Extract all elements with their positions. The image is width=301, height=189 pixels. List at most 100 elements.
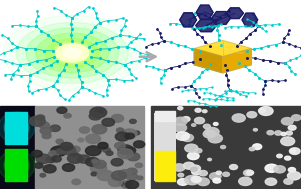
Bar [150,106,301,189]
Bar [5,149,27,181]
Circle shape [203,130,216,138]
Circle shape [182,117,190,122]
Ellipse shape [46,39,99,67]
Circle shape [86,134,101,143]
Circle shape [286,131,292,135]
Circle shape [182,134,194,142]
Ellipse shape [4,155,29,176]
Circle shape [130,119,136,123]
Ellipse shape [9,121,24,134]
Circle shape [188,152,199,160]
Circle shape [95,109,104,114]
Ellipse shape [26,28,119,78]
Circle shape [137,176,143,180]
Circle shape [244,170,253,176]
Circle shape [85,158,99,166]
Circle shape [246,170,254,175]
Polygon shape [180,13,197,27]
Circle shape [287,172,301,180]
Circle shape [178,173,184,177]
Circle shape [36,115,45,120]
Ellipse shape [59,46,85,60]
Circle shape [191,176,201,182]
Circle shape [119,182,124,185]
Circle shape [106,151,113,155]
Circle shape [192,177,199,181]
Circle shape [191,167,197,171]
Ellipse shape [9,159,24,172]
Circle shape [115,142,125,149]
Circle shape [91,172,97,176]
Circle shape [62,164,75,171]
Circle shape [176,132,189,140]
Circle shape [126,180,139,189]
Circle shape [290,149,296,153]
Circle shape [253,129,257,131]
Circle shape [102,118,115,126]
Circle shape [108,178,122,187]
Circle shape [119,170,132,178]
Circle shape [274,166,285,173]
Circle shape [195,108,201,112]
Circle shape [29,116,45,126]
Circle shape [134,141,145,148]
Bar [5,112,27,144]
Circle shape [288,125,296,130]
Circle shape [174,117,187,125]
Circle shape [77,155,90,163]
Circle shape [230,165,237,170]
Circle shape [118,145,133,154]
Circle shape [93,160,106,168]
Circle shape [281,118,293,125]
Circle shape [281,132,286,136]
Bar [154,113,176,181]
Circle shape [40,127,51,134]
Circle shape [253,144,262,149]
Circle shape [42,133,51,139]
Circle shape [70,146,80,152]
Polygon shape [212,12,231,24]
Circle shape [85,146,101,156]
Circle shape [199,170,207,176]
Circle shape [185,144,198,152]
Polygon shape [242,13,258,27]
Circle shape [92,159,98,163]
Circle shape [223,172,229,176]
Circle shape [97,170,113,181]
Circle shape [51,146,67,156]
Circle shape [265,178,277,185]
Circle shape [32,150,42,157]
Circle shape [89,112,101,120]
Circle shape [205,127,219,136]
Circle shape [50,125,60,132]
Circle shape [173,164,185,171]
Circle shape [216,171,222,174]
Circle shape [178,179,188,185]
Ellipse shape [4,117,29,138]
Circle shape [62,146,76,155]
Circle shape [98,142,108,149]
Circle shape [265,164,278,172]
Circle shape [134,131,140,135]
Circle shape [125,147,136,154]
Circle shape [213,178,221,183]
Circle shape [259,107,273,115]
Circle shape [72,179,81,185]
Ellipse shape [63,48,81,58]
Ellipse shape [0,112,35,143]
Circle shape [284,156,291,160]
Circle shape [284,179,293,184]
Circle shape [111,171,126,180]
Circle shape [126,173,138,180]
Circle shape [34,163,43,168]
Circle shape [56,139,64,144]
Circle shape [259,108,265,113]
Circle shape [116,128,124,132]
Bar [155,151,175,181]
Circle shape [125,133,134,139]
Circle shape [90,163,107,174]
Circle shape [292,115,301,121]
Circle shape [249,147,255,151]
Polygon shape [223,49,251,73]
Circle shape [208,134,222,143]
